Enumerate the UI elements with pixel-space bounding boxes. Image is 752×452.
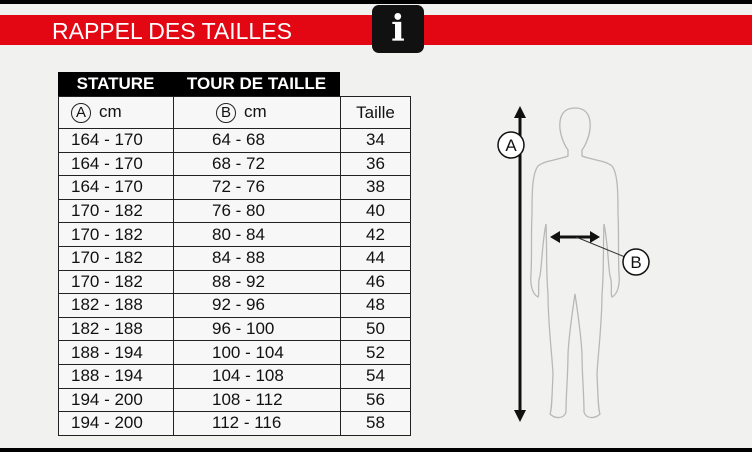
- stature-cell: 182 - 188: [58, 316, 174, 342]
- marker-a-figure: A: [497, 131, 525, 159]
- table-row: 188 - 194 100 - 104 52: [58, 340, 411, 365]
- table-row: 164 - 170 64 - 68 34: [58, 128, 411, 153]
- size-cell: 54: [340, 363, 411, 389]
- waist-cell: 100 - 104: [173, 340, 341, 365]
- header-waist: TOUR DE TAILLE: [186, 74, 327, 93]
- waist-cell: 72 - 76: [173, 175, 341, 200]
- waist-cell: 88 - 92: [173, 269, 341, 295]
- size-cell: 50: [340, 316, 411, 342]
- header-size: Taille: [340, 96, 411, 129]
- table-row: 170 - 182 76 - 80 40: [58, 198, 411, 224]
- stature-cell: 170 - 182: [58, 222, 174, 247]
- body-outline: [530, 107, 620, 419]
- size-cell: 38: [340, 175, 411, 200]
- unit-a: cm: [99, 102, 122, 122]
- stature-cell: 194 - 200: [58, 387, 174, 413]
- stature-cell: 170 - 182: [58, 269, 174, 295]
- waist-cell: 84 - 88: [173, 245, 341, 271]
- table-row: 170 - 182 84 - 88 44: [58, 245, 411, 271]
- svg-text:B: B: [630, 253, 641, 272]
- stature-cell: 188 - 194: [58, 363, 174, 389]
- page-title: RAPPEL DES TAILLES: [52, 18, 292, 44]
- table-row: 194 - 200 108 - 112 56: [58, 387, 411, 413]
- size-cell: 46: [340, 269, 411, 295]
- marker-b-figure: B: [622, 248, 650, 276]
- size-cell: 34: [340, 128, 411, 153]
- waist-cell: 108 - 112: [173, 387, 341, 413]
- marker-a: A: [71, 102, 91, 123]
- table-row: 182 - 188 92 - 96 48: [58, 293, 411, 318]
- body-figure: A B: [497, 106, 650, 422]
- stature-cell: 164 - 170: [58, 128, 174, 153]
- stature-cell: 170 - 182: [58, 198, 174, 224]
- size-cell: 40: [340, 198, 411, 224]
- size-cell: 58: [340, 411, 411, 436]
- waist-cell: 104 - 108: [173, 363, 341, 389]
- stature-cell: 164 - 170: [58, 175, 174, 200]
- waist-cell: 64 - 68: [173, 128, 341, 153]
- svg-text:A: A: [505, 136, 517, 155]
- stature-cell: 194 - 200: [58, 411, 174, 436]
- waist-cell: 76 - 80: [173, 198, 341, 224]
- waist-cell: 96 - 100: [173, 316, 341, 342]
- stature-cell: 188 - 194: [58, 340, 174, 365]
- header-stature: STATURE: [76, 74, 155, 93]
- table-row: 194 - 200 112 - 116 58: [58, 411, 411, 436]
- waist-cell: 112 - 116: [173, 411, 341, 436]
- table-row: 182 - 188 96 - 100 50: [58, 316, 411, 342]
- size-cell: 56: [340, 387, 411, 413]
- size-cell: 48: [340, 293, 411, 318]
- stature-cell: 170 - 182: [58, 245, 174, 271]
- table-header: STATURE TOUR DE TAILLE: [58, 72, 340, 96]
- height-arrow: [514, 106, 526, 422]
- stature-cell: 182 - 188: [58, 293, 174, 318]
- size-cell: 52: [340, 340, 411, 365]
- info-icon: i: [372, 5, 424, 53]
- unit-b: cm: [244, 102, 267, 122]
- marker-b: B: [216, 102, 236, 123]
- table-row: 170 - 182 88 - 92 46: [58, 269, 411, 295]
- size-cell: 36: [340, 151, 411, 177]
- size-cell: 42: [340, 222, 411, 247]
- table-row: 164 - 170 72 - 76 38: [58, 175, 411, 200]
- table-row: 188 - 194 104 - 108 54: [58, 363, 411, 389]
- waist-arrow: [550, 231, 626, 258]
- waist-cell: 80 - 84: [173, 222, 341, 247]
- waist-cell: 68 - 72: [173, 151, 341, 177]
- waist-cell: 92 - 96: [173, 293, 341, 318]
- table-row: 170 - 182 80 - 84 42: [58, 222, 411, 247]
- stature-cell: 164 - 170: [58, 151, 174, 177]
- size-chart: RAPPEL DES TAILLES i STATURE TOUR DE TAI…: [0, 4, 752, 448]
- size-cell: 44: [340, 245, 411, 271]
- table-row: 164 - 170 68 - 72 36: [58, 151, 411, 177]
